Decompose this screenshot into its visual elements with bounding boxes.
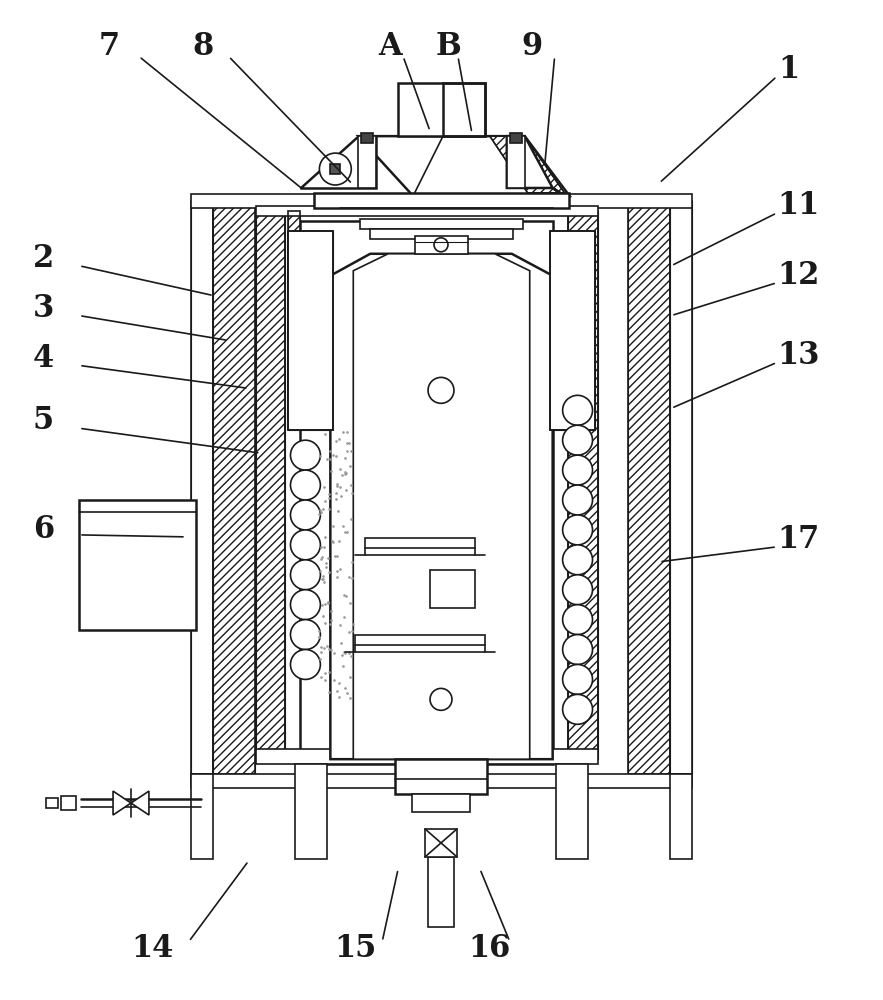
Text: 17: 17	[778, 524, 820, 555]
Bar	[289, 231, 334, 430]
Bar	[255, 206, 598, 216]
Circle shape	[562, 545, 592, 575]
Bar	[255, 749, 598, 764]
Polygon shape	[289, 211, 300, 420]
Circle shape	[562, 635, 592, 664]
Polygon shape	[131, 791, 149, 815]
Circle shape	[562, 425, 592, 455]
Text: 14: 14	[132, 933, 174, 964]
Circle shape	[430, 688, 452, 710]
Bar	[213, 201, 254, 774]
Bar	[191, 774, 692, 788]
Bar	[568, 211, 598, 759]
Bar	[425, 829, 457, 857]
Bar	[255, 211, 285, 759]
Circle shape	[562, 575, 592, 605]
Bar	[415, 236, 468, 254]
Bar	[568, 211, 598, 759]
Circle shape	[434, 238, 448, 252]
Bar	[430, 570, 475, 608]
Bar	[629, 201, 670, 774]
Text: A: A	[378, 31, 402, 62]
Bar	[330, 164, 340, 174]
Bar	[670, 201, 692, 774]
Bar	[355, 635, 485, 645]
Text: 1: 1	[778, 54, 799, 85]
Text: 16: 16	[469, 933, 511, 964]
Bar	[549, 231, 594, 430]
Circle shape	[562, 485, 592, 515]
Bar	[191, 201, 213, 774]
Text: 2: 2	[33, 243, 54, 274]
Circle shape	[291, 620, 321, 650]
Bar	[191, 774, 213, 859]
Circle shape	[562, 515, 592, 545]
Bar	[670, 774, 692, 859]
Bar	[296, 764, 328, 859]
Bar	[61, 796, 76, 810]
Circle shape	[562, 455, 592, 485]
Text: 15: 15	[334, 933, 376, 964]
Bar	[396, 759, 487, 794]
Bar	[191, 201, 213, 774]
Circle shape	[320, 153, 351, 185]
Circle shape	[562, 694, 592, 724]
Bar	[191, 194, 692, 208]
Circle shape	[428, 377, 454, 403]
Bar	[361, 133, 374, 143]
Polygon shape	[300, 136, 376, 188]
Text: 5: 5	[33, 405, 54, 436]
Bar	[629, 201, 670, 774]
Polygon shape	[507, 136, 564, 196]
Text: 6: 6	[33, 514, 54, 545]
Bar	[509, 133, 522, 143]
Bar	[300, 221, 553, 764]
Polygon shape	[490, 136, 564, 193]
Text: 9: 9	[521, 31, 542, 62]
Bar	[549, 231, 594, 430]
Bar	[358, 136, 376, 188]
Circle shape	[291, 590, 321, 620]
Text: 8: 8	[192, 31, 214, 62]
Bar	[360, 219, 523, 229]
Bar	[507, 136, 525, 188]
Text: 3: 3	[33, 293, 54, 324]
Circle shape	[291, 650, 321, 679]
Bar	[555, 764, 587, 859]
Bar	[79, 500, 196, 630]
Bar	[443, 83, 485, 136]
Bar	[398, 83, 485, 136]
Polygon shape	[113, 791, 131, 815]
Text: 13: 13	[778, 340, 820, 371]
Bar	[443, 83, 485, 136]
Polygon shape	[330, 254, 553, 759]
Text: 11: 11	[778, 190, 820, 221]
Bar	[412, 794, 470, 812]
Text: 7: 7	[99, 31, 119, 62]
Bar	[314, 193, 569, 208]
Bar	[255, 211, 285, 759]
Text: B: B	[435, 31, 461, 62]
Circle shape	[291, 530, 321, 560]
Circle shape	[291, 470, 321, 500]
Circle shape	[291, 560, 321, 590]
Bar	[428, 857, 454, 927]
Circle shape	[291, 500, 321, 530]
Bar	[46, 798, 58, 808]
Bar	[289, 231, 334, 430]
Bar	[549, 231, 594, 430]
Circle shape	[291, 440, 321, 470]
Polygon shape	[353, 254, 530, 759]
Circle shape	[562, 605, 592, 635]
Text: 4: 4	[33, 343, 54, 374]
Bar	[289, 231, 334, 430]
Bar	[370, 229, 513, 239]
Circle shape	[562, 395, 592, 425]
Bar	[366, 538, 475, 548]
Circle shape	[562, 664, 592, 694]
Text: 12: 12	[778, 260, 820, 291]
Polygon shape	[358, 136, 570, 196]
Bar	[213, 201, 254, 774]
Bar	[670, 201, 692, 774]
